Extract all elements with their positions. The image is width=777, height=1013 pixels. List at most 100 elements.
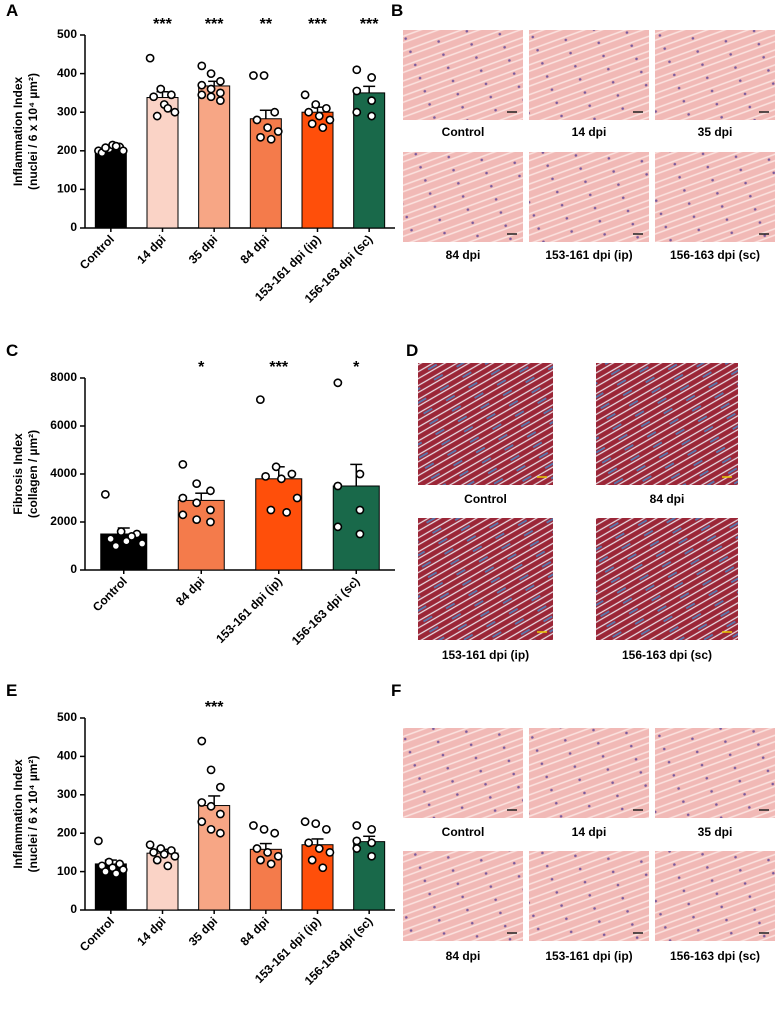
data-point [266,859,276,869]
data-point [300,817,310,827]
image-caption: 14 dpi [572,125,607,139]
x-tick-label: 84 dpi [238,914,272,948]
image-caption: 84 dpi [446,248,481,262]
y-axis-label: Inflammation Index [11,77,25,187]
y-tick-label: 0 [70,902,77,916]
image-caption: Control [464,492,507,506]
panel-label: C [6,341,18,360]
y-tick-label: 300 [57,104,77,118]
data-point [197,736,207,746]
significance: *** [308,16,327,33]
y-tick-label: 100 [57,182,77,196]
x-tick-label: Control [77,914,117,954]
data-point [266,134,276,144]
data-point [215,96,225,106]
data-point [259,71,269,80]
bar [301,111,334,229]
x-tick-label: 153-161 dpi (ip) [213,574,285,646]
data-point [276,474,286,484]
data-point [170,851,180,861]
data-point [206,765,216,775]
data-point [206,517,215,527]
data-point [192,479,202,488]
data-point [111,141,121,151]
data-point [352,844,362,853]
data-point [206,824,216,834]
image-caption: 156-163 dpi (sc) [622,648,712,662]
data-point [197,817,207,827]
data-point [215,76,225,86]
data-point [367,838,377,848]
data-point [111,869,121,878]
bar [146,97,179,229]
data-point [163,103,173,113]
data-point [352,836,362,846]
significance: *** [360,16,379,33]
histology-image [418,518,553,640]
data-point [197,90,207,100]
data-point [314,111,324,121]
data-point [355,529,365,539]
data-point [178,510,188,520]
data-point [206,486,215,496]
data-point [263,848,273,857]
data-point [325,848,335,857]
data-point [266,505,276,515]
data-point [261,471,271,481]
data-point [197,80,207,90]
data-point [137,539,147,548]
y-axis-label: Fibrosis Index [11,433,25,515]
panel-label: E [6,681,17,700]
y-tick-label: 500 [57,710,77,724]
data-point [255,395,265,404]
y-tick-label: 200 [57,825,77,839]
histology-image [403,152,523,242]
x-tick-label: 156-163 dpi (sc) [289,574,363,648]
panel-label: D [406,341,418,360]
bar [146,852,179,911]
histology-image [403,30,523,120]
y-tick-label: 100 [57,864,77,878]
data-point [273,127,283,136]
data-point [215,828,225,838]
significance: *** [205,699,224,716]
data-point [145,53,155,63]
data-point [304,838,314,848]
y-axis-label: Inflammation Index [11,759,25,869]
data-point [197,61,207,71]
data-point [206,801,216,811]
x-tick-label: 84 dpi [173,574,207,608]
data-point [252,844,262,853]
data-point [367,824,377,834]
significance: *** [153,16,172,33]
data-point [159,849,169,859]
data-point [121,536,131,546]
data-point [282,508,292,517]
data-point [206,505,215,515]
data-point [333,378,343,388]
data-point [215,782,225,792]
y-axis-label: (nuclei / 6 x 10⁴ µm²) [26,756,40,873]
image-caption: 84 dpi [446,949,481,963]
data-point [206,69,216,78]
x-tick-label: 35 dpi [186,232,220,266]
histology-image [403,851,523,941]
histology-image [655,152,775,242]
data-point [270,107,280,117]
x-tick-label: 14 dpi [134,914,168,948]
data-point [256,132,265,142]
data-point [273,851,283,861]
histology-image [655,851,775,941]
data-point [197,798,207,807]
data-point [118,865,128,875]
data-point [352,107,362,117]
histology-image [418,363,553,485]
data-point [311,100,321,109]
y-tick-label: 0 [70,220,77,234]
data-point [300,90,310,100]
data-point [318,123,328,133]
data-point [145,840,155,850]
histology-image [655,728,775,818]
image-caption: 153-161 dpi (ip) [442,648,529,662]
data-point [367,111,377,121]
